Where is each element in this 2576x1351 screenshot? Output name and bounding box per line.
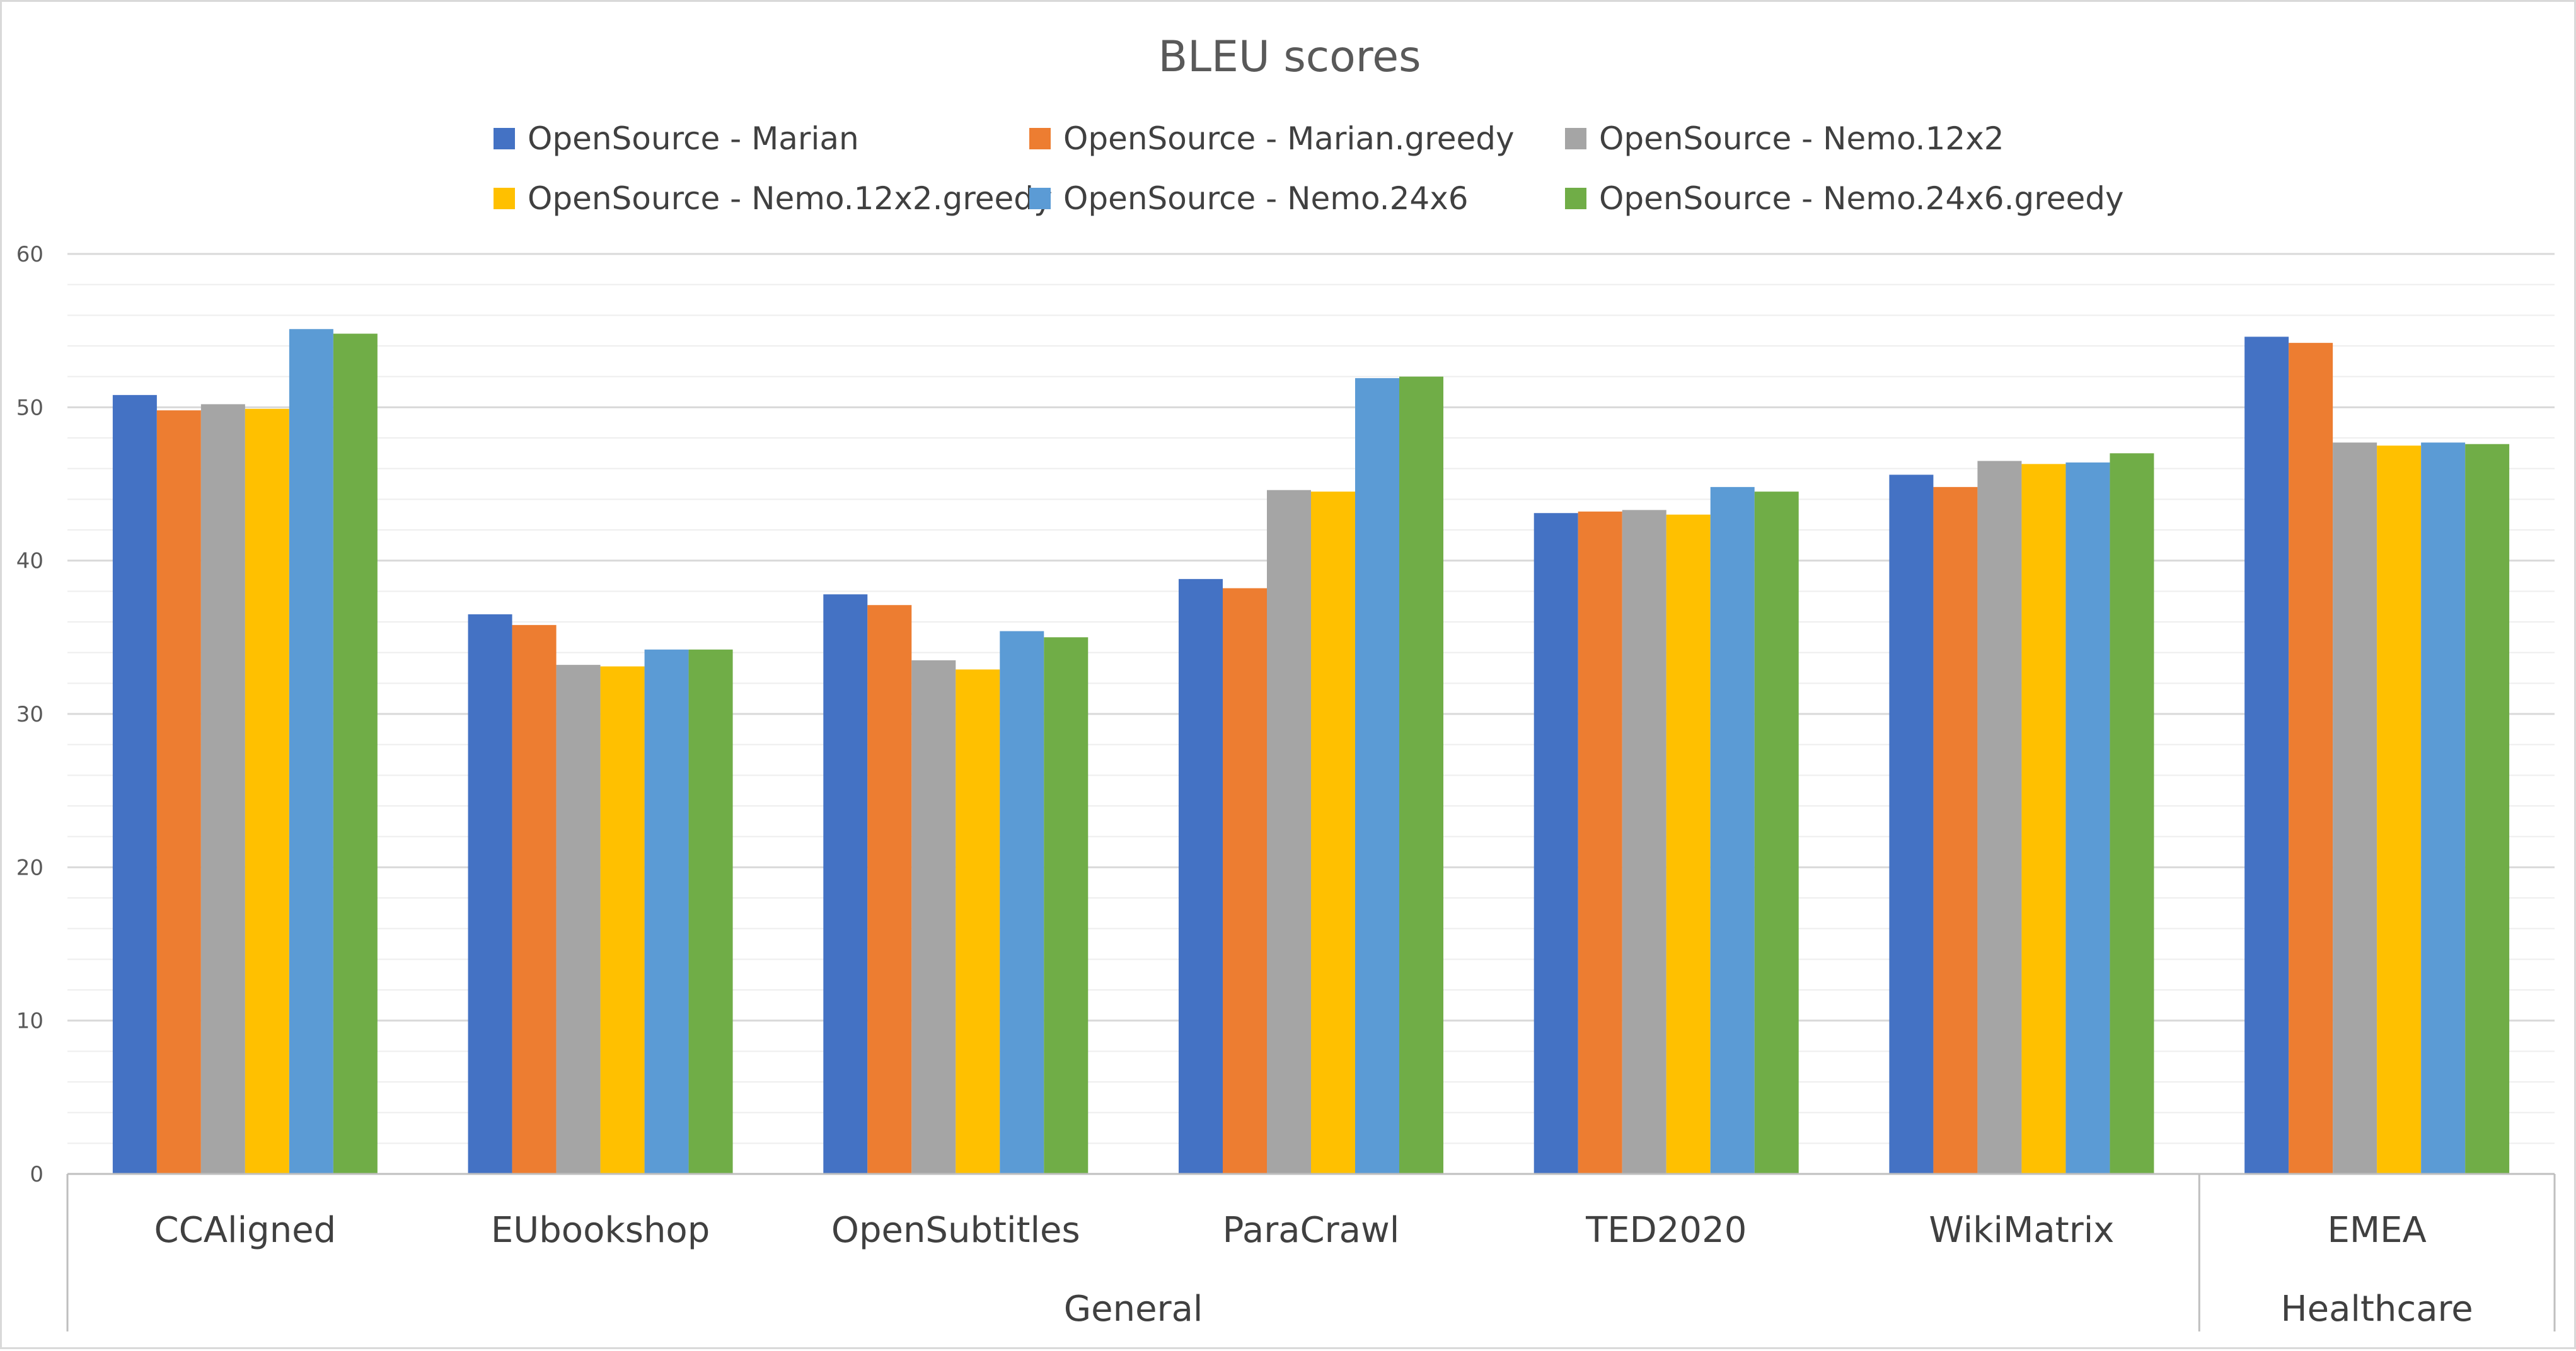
bar-emea-3 [2377, 446, 2422, 1174]
y-tick-label: 60 [16, 242, 43, 267]
bar-opensubtitles-1 [867, 605, 912, 1174]
bar-opensubtitles-2 [911, 660, 956, 1174]
bar-paracrawl-2 [1267, 490, 1311, 1174]
group-label: Healthcare [2281, 1289, 2473, 1330]
group-label: General [1064, 1289, 1203, 1330]
legend-swatch [1029, 188, 1051, 209]
bar-opensubtitles-0 [823, 594, 868, 1174]
bar-ted2020-2 [1622, 510, 1666, 1174]
legend-swatch [1565, 188, 1586, 209]
bar-paracrawl-5 [1399, 376, 1443, 1174]
y-tick-label: 10 [16, 1009, 43, 1034]
bars [112, 329, 2510, 1175]
chart-title: BLEU scores [1158, 32, 1421, 82]
x-axis: CCAligned EUbookshop OpenSubtitles ParaCraw… [66, 1173, 2556, 1331]
bar-ccaligned-4 [289, 329, 333, 1174]
bar-eubookshop-3 [600, 666, 645, 1174]
bar-wikimatrix-1 [1933, 486, 1978, 1174]
bar-ccaligned-0 [112, 394, 157, 1174]
bar-ted2020-1 [1578, 511, 1622, 1174]
bar-wikimatrix-2 [1977, 461, 2022, 1174]
bar-paracrawl-1 [1223, 588, 1267, 1174]
legend-label: OpenSource - Nemo.12x2 [1599, 120, 2004, 157]
bar-ted2020-4 [1710, 486, 1755, 1174]
bar-wikimatrix-4 [2065, 462, 2110, 1174]
y-tick-label: 40 [16, 549, 43, 574]
y-tick-label: 0 [30, 1162, 43, 1187]
legend-label: OpenSource - Nemo.24x6.greedy [1599, 180, 2124, 217]
legend-label: OpenSource - Marian.greedy [1063, 120, 1515, 157]
category-label: OpenSubtitles [831, 1210, 1080, 1251]
legend-swatch [494, 188, 515, 209]
bar-opensubtitles-3 [956, 669, 1000, 1174]
y-axis: 0 10 20 30 40 50 60 [16, 242, 43, 1187]
category-label: TED2020 [1585, 1210, 1747, 1251]
bar-wikimatrix-3 [2021, 464, 2066, 1174]
bar-eubookshop-4 [644, 649, 689, 1174]
legend-label: OpenSource - Marian [528, 120, 859, 157]
y-tick-label: 30 [16, 702, 43, 727]
bar-emea-0 [2244, 336, 2289, 1174]
bar-ted2020-5 [1754, 492, 1799, 1174]
legend-swatch [494, 128, 515, 149]
bar-eubookshop-1 [512, 624, 557, 1174]
y-tick-label: 50 [16, 395, 43, 420]
bar-opensubtitles-5 [1044, 637, 1089, 1174]
bar-ted2020-0 [1533, 513, 1578, 1174]
legend-swatch [1565, 128, 1586, 149]
bar-ccaligned-1 [156, 410, 201, 1175]
bar-emea-2 [2333, 442, 2377, 1174]
bar-ccaligned-2 [200, 404, 245, 1174]
bar-emea-5 [2465, 444, 2510, 1174]
legend-swatch [1029, 128, 1051, 149]
bar-ted2020-3 [1666, 514, 1711, 1174]
category-label: EUbookshop [491, 1210, 710, 1251]
bar-opensubtitles-4 [1000, 631, 1044, 1174]
bar-eubookshop-0 [468, 614, 512, 1174]
bar-emea-4 [2421, 442, 2466, 1174]
legend-label: OpenSource - Nemo.24x6 [1063, 180, 1469, 217]
legend-label: OpenSource - Nemo.12x2.greedy [528, 180, 1053, 217]
bar-emea-1 [2289, 343, 2333, 1175]
category-label: ParaCrawl [1223, 1210, 1400, 1251]
legend: OpenSource - Marian OpenSource - Marian.g… [494, 120, 2124, 217]
category-label: EMEA [2327, 1210, 2426, 1251]
bar-eubookshop-2 [556, 665, 601, 1174]
bar-wikimatrix-0 [1889, 474, 1934, 1174]
y-tick-label: 20 [16, 855, 43, 880]
bar-wikimatrix-5 [2110, 453, 2154, 1175]
bar-ccaligned-3 [245, 408, 289, 1175]
bar-paracrawl-3 [1311, 492, 1355, 1174]
category-label: CCAligned [154, 1210, 337, 1251]
bar-eubookshop-5 [688, 649, 733, 1174]
bar-ccaligned-5 [333, 333, 378, 1174]
category-label: WikiMatrix [1929, 1210, 2114, 1251]
bar-paracrawl-0 [1179, 578, 1223, 1174]
bar-paracrawl-4 [1355, 378, 1399, 1174]
